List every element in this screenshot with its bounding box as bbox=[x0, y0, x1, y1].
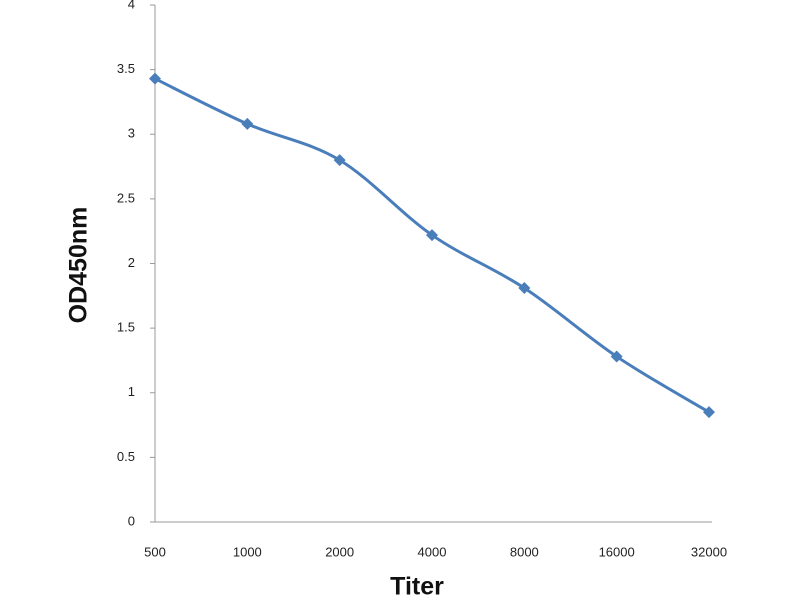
x-tick-label: 16000 bbox=[599, 544, 635, 559]
y-tick-label: 3.5 bbox=[117, 61, 135, 76]
series-line bbox=[154, 77, 710, 414]
x-tick-label: 4000 bbox=[418, 544, 447, 559]
data-point bbox=[518, 282, 531, 295]
y-axis-title: OD450nm bbox=[65, 207, 93, 324]
x-tick-label: 8000 bbox=[510, 544, 539, 559]
data-point bbox=[610, 350, 623, 363]
y-tick-label: 3 bbox=[128, 126, 135, 141]
x-tick-label: 500 bbox=[144, 544, 166, 559]
x-tick-label: 32000 bbox=[691, 544, 727, 559]
data-point bbox=[333, 154, 346, 167]
data-point bbox=[241, 117, 254, 130]
y-tick-label: 4 bbox=[128, 0, 135, 11]
y-tick-label: 2.5 bbox=[117, 190, 135, 205]
y-tick-label: 1.5 bbox=[117, 320, 135, 335]
data-point bbox=[149, 72, 161, 85]
y-tick-label: 0.5 bbox=[117, 449, 135, 464]
y-tick-label: 2 bbox=[128, 255, 135, 270]
y-tick-label: 0 bbox=[128, 513, 135, 528]
data-point bbox=[426, 229, 438, 242]
x-axis-title: Titer bbox=[390, 573, 444, 600]
data-point bbox=[703, 406, 715, 419]
x-tick-label: 2000 bbox=[325, 544, 354, 559]
x-tick-label: 1000 bbox=[233, 544, 262, 559]
y-tick-label: 1 bbox=[128, 384, 135, 399]
